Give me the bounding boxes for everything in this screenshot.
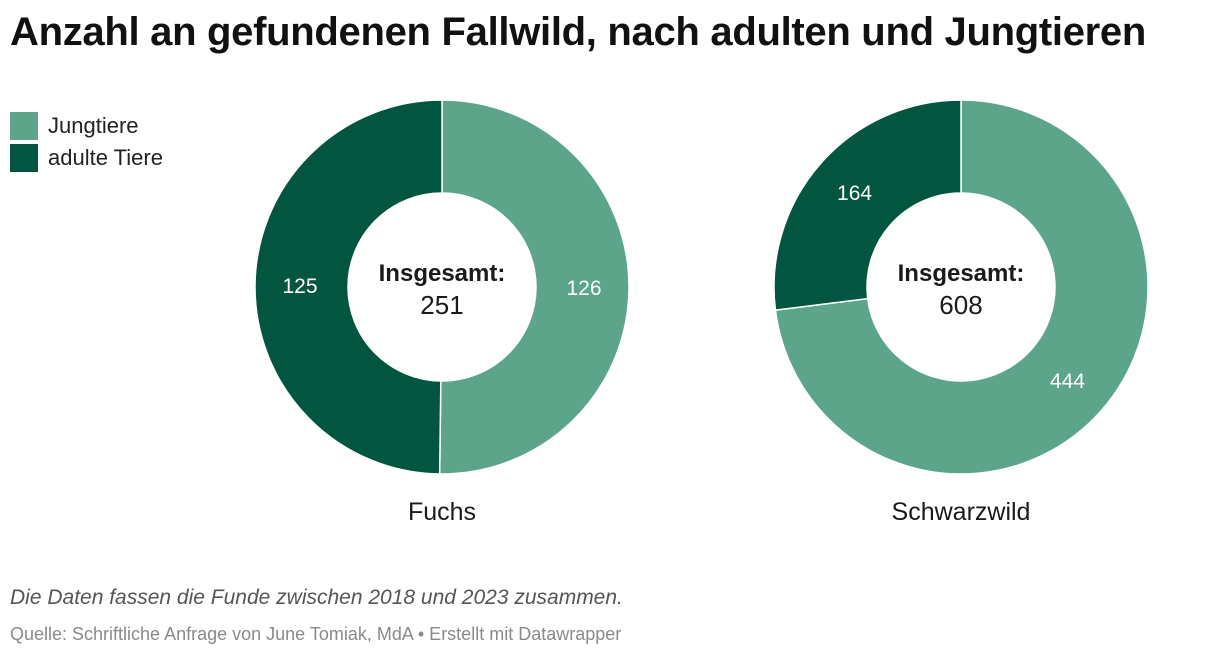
center-label-schwarzwild: Insgesamt: [898,260,1025,287]
legend-swatch-jungtiere [10,112,38,140]
slice-schwarzwild-adulte-tiere [773,99,962,311]
legend-item-jungtiere: Jungtiere [10,110,163,142]
slice-label-schwarzwild-adulte-tiere: 164 [837,182,872,205]
slice-schwarzwild-jungtiere [774,99,1149,475]
chart-label-schwarzwild: Schwarzwild [892,498,1031,526]
center-total-fuchs: 251 [420,290,463,320]
legend: Jungtiere adulte Tiere [10,110,163,174]
donut-schwarzwild: 444 164 Insgesamt: 608 Schwarzwild [773,99,1149,526]
chart-label-fuchs: Fuchs [408,498,476,526]
chart-title: Anzahl an gefundenen Fallwild, nach adul… [10,10,1146,54]
slice-fuchs-jungtiere [438,99,630,475]
footnote: Die Daten fassen die Funde zwischen 2018… [10,586,623,609]
donut-fuchs: 126 125 Insgesamt: 251 Fuchs [254,99,630,526]
legend-label-jungtiere: Jungtiere [48,113,139,138]
center-total-schwarzwild: 608 [939,290,982,320]
slice-label-fuchs-adulte-tiere: 125 [282,275,317,298]
slice-label-fuchs-jungtiere: 126 [566,277,601,300]
legend-item-adulte-tiere: adulte Tiere [10,142,163,174]
slice-fuchs-adulte-tiere [254,99,443,475]
legend-swatch-adulte-tiere [10,144,38,172]
legend-label-adulte-tiere: adulte Tiere [48,145,163,170]
donut-charts: 126 125 Insgesamt: 251 Fuchs 444 164 Insgesamt:… [254,99,1149,526]
source-line: Quelle: Schriftliche Anfrage von June To… [10,624,622,644]
center-label-fuchs: Insgesamt: [379,260,506,287]
slice-label-schwarzwild-jungtiere: 444 [1050,370,1085,393]
